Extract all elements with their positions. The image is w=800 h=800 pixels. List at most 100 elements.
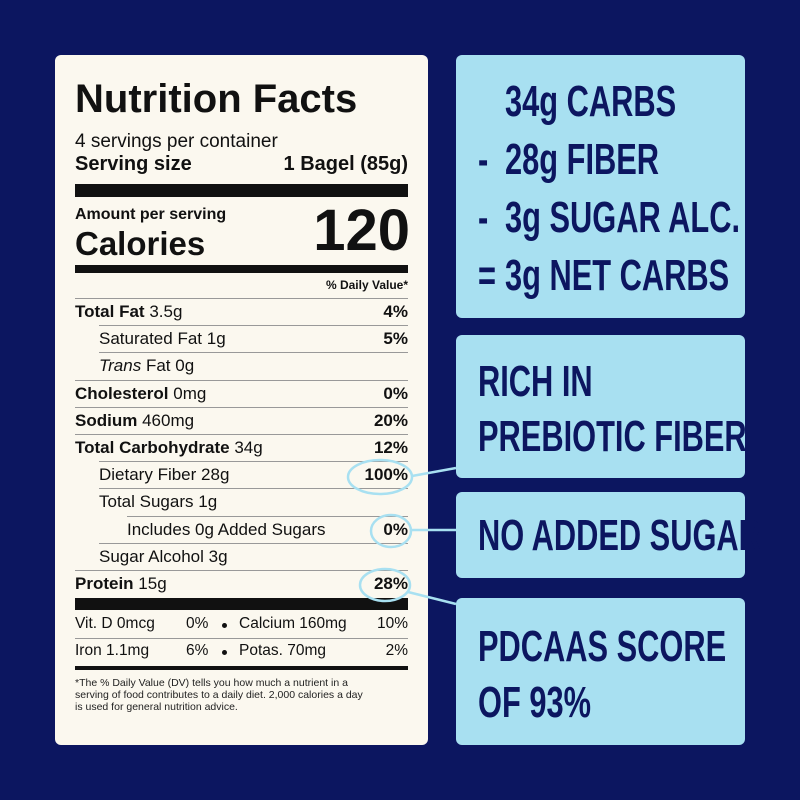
nutrient-row: Includes 0g Added Sugars 0% <box>75 515 408 544</box>
nutrient-name: Total Sugars <box>99 492 194 512</box>
nutrient-row: Dietary Fiber 28g 100% <box>75 461 408 488</box>
daily-value: 20% <box>373 410 408 430</box>
nutrient-amount: 1g <box>198 492 218 512</box>
row-rule <box>99 461 408 463</box>
nutrient-name: Saturated Fat <box>99 329 203 349</box>
nutrient-name: Protein <box>75 574 134 593</box>
nutrient-name: Trans <box>99 356 142 376</box>
micronutrient: 6% <box>186 642 209 659</box>
daily-value: 100% <box>364 465 408 485</box>
calories-label: Calories <box>75 225 206 262</box>
thick-rule <box>75 184 408 197</box>
row-rule <box>99 488 408 490</box>
callout-text: OF 93% <box>478 678 591 727</box>
row-rule <box>99 542 408 544</box>
bullet <box>222 650 227 655</box>
callout-operator: = <box>478 251 496 300</box>
micronutrient: Potas. 70mg <box>239 642 327 659</box>
nutrient-name: Cholesterol <box>75 383 169 403</box>
nutrient-amount: 460mg <box>142 410 195 430</box>
callout-operator: - <box>478 135 489 184</box>
nutrient: Sugar Alcohol 3g <box>99 543 228 571</box>
nutrient-amount: 28g <box>201 465 230 485</box>
daily-value: 4% <box>383 302 408 321</box>
thick-rule <box>75 598 408 610</box>
rule <box>75 666 408 670</box>
nutrient-row: Total Sugars 1g <box>75 488 408 515</box>
nutrient-name: Includes 0g Added Sugars <box>127 519 326 539</box>
micronutrient: 0% <box>186 615 209 632</box>
row-rule <box>75 406 408 408</box>
nutrient-row: Total Fat 3.5g 4% <box>75 298 408 325</box>
callout-text: 28g FIBER <box>505 135 660 184</box>
nutrient-row: Trans Fat 0g <box>75 352 408 379</box>
callout-box <box>456 335 745 478</box>
nutrient: Total Sugars 1g <box>99 488 217 516</box>
nutrient: Saturated Fat 1g <box>99 325 226 353</box>
nutrient-amount: 0mg <box>173 383 207 403</box>
nutrient-amount: 1g <box>206 329 226 349</box>
micronutrient: Vit. D 0mcg <box>75 615 155 632</box>
nutrient: Cholesterol 0mg <box>75 380 206 408</box>
footnote-line: serving of food contributes to a daily d… <box>75 689 363 701</box>
nutrient: Protein 15g <box>75 570 167 598</box>
nutrient-row: Total Carbohydrate 34g 12% <box>75 434 408 461</box>
daily-value: 12% <box>373 438 408 457</box>
callout-box <box>456 492 745 578</box>
title: Nutrition Facts <box>75 77 358 121</box>
callout-text: PDCAAS SCORE <box>478 622 727 671</box>
nutrient-name: Sodium <box>75 410 138 430</box>
row-rule <box>75 570 408 571</box>
callout-text: 34g CARBS <box>505 77 677 126</box>
connector <box>407 590 457 606</box>
nutrient-amount: 3.5g <box>149 302 183 321</box>
row-rule <box>75 379 408 381</box>
nutrient-name: Fat <box>145 356 171 376</box>
nutrient-amount: 15g <box>138 574 167 593</box>
nutrient: Trans Fat 0g <box>99 352 194 380</box>
callout-text: PREBIOTIC FIBER <box>478 412 747 461</box>
daily-value: 5% <box>383 329 408 349</box>
bullet <box>222 623 227 628</box>
micronutrient: Calcium 160mg <box>239 615 347 632</box>
row-rule <box>127 515 408 517</box>
connector <box>411 466 457 478</box>
daily-value: 28% <box>373 574 408 593</box>
callout-text: 3g NET CARBS <box>505 251 730 300</box>
nutrient-row: Sodium 460mg 20% <box>75 406 408 435</box>
nutrient-name: Dietary Fiber <box>99 465 197 485</box>
row-rule <box>75 298 408 299</box>
highlight-circle <box>358 567 412 603</box>
serving-size-label: Serving size <box>75 153 192 175</box>
medium-rule <box>75 265 408 273</box>
nutrient: Sodium 460mg <box>75 407 194 435</box>
nutrient: Total Fat 3.5g <box>75 298 182 326</box>
daily-value: 0% <box>383 519 408 539</box>
micronutrient: 10% <box>376 615 408 632</box>
nutrient-name: Total Fat <box>75 302 145 321</box>
nutrition-label: Nutrition Facts 4 servings per container… <box>55 55 428 745</box>
callout-text: 3g SUGAR ALC. <box>505 193 741 242</box>
row-rule <box>99 325 408 327</box>
nutrient-amount: 34g <box>234 438 263 457</box>
calories-value: 120 <box>313 198 410 263</box>
nutrient-amount: 3g <box>208 546 228 566</box>
callout-operator: - <box>478 193 489 242</box>
nutrient: Dietary Fiber 28g <box>99 461 229 489</box>
servings: 4 servings per container <box>75 131 278 152</box>
highlight-circle <box>346 458 414 496</box>
nutrient: Total Carbohydrate 34g <box>75 434 263 462</box>
amount-per-serving: Amount per serving <box>75 206 227 223</box>
nutrient-name: Total Carbohydrate <box>75 438 230 457</box>
micronutrient: Iron 1.1mg <box>75 642 150 659</box>
nutrient-row: Cholesterol 0mg 0% <box>75 379 408 408</box>
micronutrient: 2% <box>385 642 408 659</box>
row-rule <box>75 638 408 639</box>
nutrient: Includes 0g Added Sugars <box>127 516 325 544</box>
footnote-line: *The % Daily Value (DV) tells you how mu… <box>75 677 348 689</box>
daily-value: 0% <box>383 383 408 403</box>
callout-box <box>456 598 745 745</box>
row-rule <box>75 434 408 435</box>
